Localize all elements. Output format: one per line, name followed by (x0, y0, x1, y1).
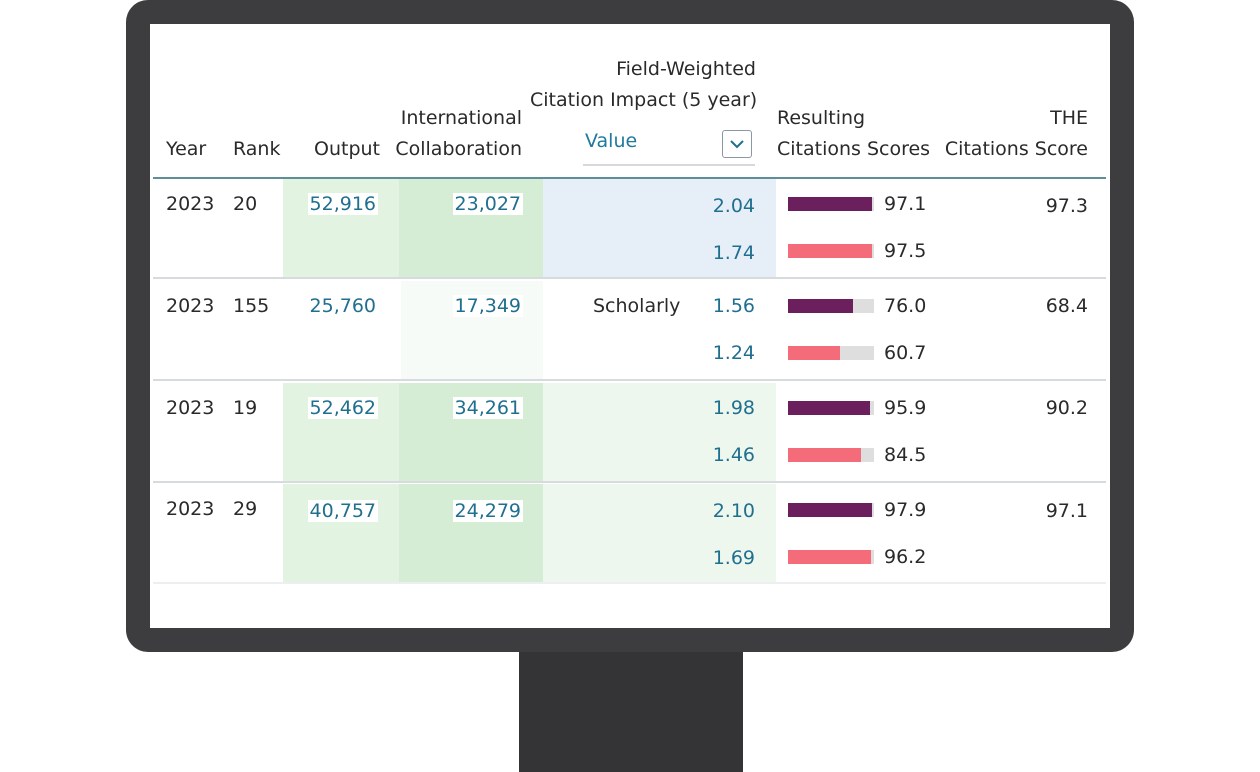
fwci-value[interactable]: 1.74 (693, 241, 755, 265)
table-row: 2023 20 52,916 23,027 2.04 1.74 97.1 97.… (153, 179, 1106, 279)
header-fwci: Field-Weighted Citation Impact (5 year) (530, 54, 756, 116)
header-year: Year (166, 134, 206, 165)
fwci-select-value: Value (585, 130, 637, 152)
the-score-cell: 90.2 (1003, 396, 1088, 420)
table-row: 2023 19 52,462 34,261 1.98 1.46 95.9 84.… (153, 383, 1106, 483)
score-value: 96.2 (884, 545, 926, 569)
year-cell: 2023 (166, 294, 214, 318)
header-the-citations-score: THE Citations Score (940, 103, 1088, 165)
collab-link[interactable]: 23,027 (443, 192, 523, 216)
monitor-stand (519, 652, 743, 772)
rank-cell: 29 (233, 497, 257, 521)
table-row: 2023 155 25,760 17,349 Scholarly 1.56 1.… (153, 281, 1106, 381)
score-value: 97.5 (884, 239, 926, 263)
header-rank: Rank (233, 134, 280, 165)
output-link[interactable]: 52,462 (303, 396, 378, 420)
fwci-value[interactable]: 2.10 (693, 499, 755, 523)
score-bar-fill (788, 346, 840, 360)
rank-cell: 20 (233, 192, 257, 216)
the-score-cell: 97.1 (1003, 499, 1088, 523)
fwci-select-underline (583, 164, 755, 166)
year-cell: 2023 (166, 192, 214, 216)
fwci-value[interactable]: 1.46 (693, 443, 755, 467)
chevron-down-icon (729, 139, 745, 149)
rank-cell: 155 (233, 294, 269, 318)
collab-link[interactable]: 34,261 (443, 396, 523, 420)
output-link[interactable]: 40,757 (303, 499, 378, 523)
score-bar (788, 346, 874, 360)
row-divider (153, 582, 1106, 584)
collab-link[interactable]: 17,349 (443, 294, 523, 318)
row-label: Scholarly (593, 294, 680, 318)
header-international-collaboration: International Collaboration (382, 103, 522, 165)
year-cell: 2023 (166, 497, 214, 521)
output-link[interactable]: 25,760 (303, 294, 378, 318)
score-bar (788, 299, 874, 313)
table-row: 2023 29 40,757 24,279 2.10 1.69 97.9 96.… (153, 484, 1106, 584)
score-bar (788, 401, 874, 415)
row-divider (153, 277, 1106, 279)
fwci-value[interactable]: 2.04 (693, 194, 755, 218)
score-bar-fill (788, 401, 870, 415)
score-bar-fill (788, 503, 872, 517)
collab-link[interactable]: 24,279 (443, 499, 523, 523)
monitor-screen: Year Rank Output International Collabora… (150, 24, 1110, 628)
score-bar (788, 448, 874, 462)
row-divider (153, 379, 1106, 381)
fwci-select-dropdown[interactable] (722, 130, 752, 158)
row-divider (153, 481, 1106, 483)
score-value: 95.9 (884, 396, 926, 420)
year-cell: 2023 (166, 396, 214, 420)
score-bar (788, 550, 874, 564)
score-bar (788, 197, 874, 211)
score-bar-fill (788, 197, 872, 211)
score-bar (788, 244, 874, 258)
score-value: 97.1 (884, 192, 926, 216)
fwci-value[interactable]: 1.56 (693, 294, 755, 318)
score-value: 84.5 (884, 443, 926, 467)
score-bar-fill (788, 550, 871, 564)
score-bar-fill (788, 299, 853, 313)
header-resulting-citations-scores: Resulting Citations Scores (777, 103, 930, 165)
score-value: 97.9 (884, 498, 926, 522)
score-bar-fill (788, 244, 872, 258)
fwci-value[interactable]: 1.69 (693, 546, 755, 570)
score-bar-fill (788, 448, 861, 462)
output-link[interactable]: 52,916 (303, 192, 378, 216)
the-score-cell: 68.4 (1003, 294, 1088, 318)
header-output: Output (314, 134, 380, 165)
score-value: 76.0 (884, 294, 926, 318)
rank-cell: 19 (233, 396, 257, 420)
fwci-value[interactable]: 1.98 (693, 396, 755, 420)
the-score-cell: 97.3 (1003, 194, 1088, 218)
score-bar (788, 503, 874, 517)
score-value: 60.7 (884, 341, 926, 365)
fwci-value[interactable]: 1.24 (693, 341, 755, 365)
